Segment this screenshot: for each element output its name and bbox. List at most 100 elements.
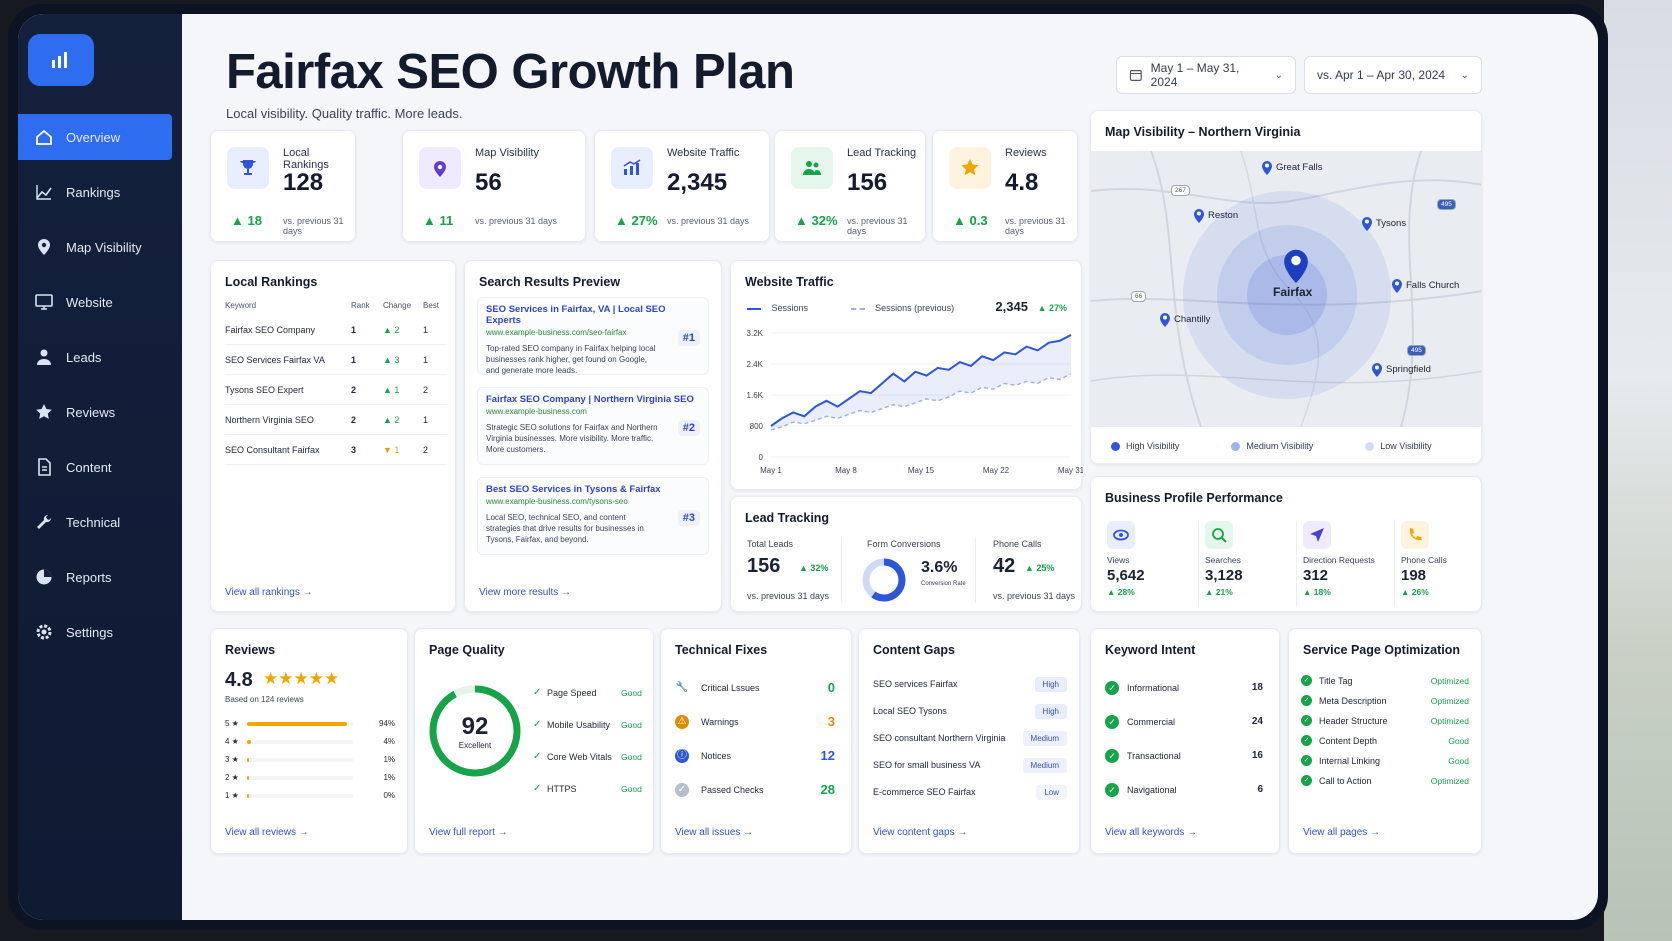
date-range-picker[interactable]: May 1 – May 31, 2024 ⌄ — [1116, 56, 1296, 94]
sidebar-item-reports[interactable]: Reports — [18, 554, 182, 600]
map-place-fairfax[interactable]: Fairfax — [1273, 245, 1312, 299]
intent-label: Informational — [1127, 683, 1180, 693]
quality-check-label: Mobile Usability — [547, 720, 611, 730]
best-cell: 1 — [423, 414, 429, 425]
sidebar-item-technical[interactable]: Technical — [18, 499, 182, 545]
legend-dot — [1111, 442, 1120, 452]
bp-label: Views — [1107, 555, 1130, 565]
document-icon — [38, 458, 51, 476]
table-row[interactable]: Fairfax SEO Company 1 ▲ 2 1 — [225, 315, 447, 345]
sidebar-item-label: Map Visibility — [66, 239, 142, 255]
sidebar-item-content[interactable]: Content — [18, 444, 182, 490]
map-pin-icon — [38, 239, 50, 255]
bp-metric-direction-requests[interactable]: Direction Requests 312 ▲ 18% — [1303, 521, 1399, 607]
serp-result[interactable]: Best SEO Services in Tysons & Fairfax www… — [477, 477, 709, 555]
map-place-chantilly[interactable]: Chantilly — [1159, 311, 1210, 327]
compare-range-picker[interactable]: vs. Apr 1 – Apr 30, 2024 ⌄ — [1304, 56, 1482, 94]
conversion-donut — [862, 558, 906, 602]
serp-result-description: Local SEO, technical SEO, and content st… — [486, 513, 644, 544]
kpi-card-lead-tracking[interactable]: Lead Tracking 156 ▲ 32% vs. previous 31 day… — [774, 130, 926, 242]
map-legend-item: High Visibility — [1111, 441, 1179, 452]
bp-value: 312 — [1303, 567, 1329, 584]
view-content-gaps-link[interactable]: View content gaps → — [873, 827, 968, 838]
content-gap-keyword[interactable]: SEO for small business VA — [873, 760, 981, 770]
kpi-card-reviews[interactable]: Reviews 4.8 ▲ 0.3 vs. previous 31 days — [932, 130, 1078, 242]
sidebar-item-overview[interactable]: Overview — [18, 114, 172, 160]
serp-result-title[interactable]: Best SEO Services in Tysons & Fairfax — [486, 484, 661, 495]
serp-result-url: www.example-business.com/seo-fairfax — [486, 328, 627, 337]
view-all-reviews-link[interactable]: View all reviews → — [225, 827, 309, 838]
rating-bar-fill — [247, 722, 347, 726]
form-conversions-label: Form Conversions — [867, 539, 941, 549]
user-icon — [37, 349, 51, 365]
local-rankings-card: Local Rankings Keyword Rank Change Best … — [210, 260, 456, 612]
best-cell: 2 — [423, 384, 429, 395]
sidebar-item-leads[interactable]: Leads — [18, 334, 182, 380]
serp-result-title[interactable]: Fairfax SEO Company | Northern Virginia … — [486, 394, 694, 405]
content-gap-keyword[interactable]: E-commerce SEO Fairfax — [873, 787, 976, 797]
quality-check-label: Page Speed — [547, 688, 597, 698]
kpi-delta: ▲ 32% — [795, 213, 838, 228]
kpi-compare: vs. previous 31 days — [475, 216, 558, 226]
total-leads-value: 156 — [747, 555, 781, 577]
map-place-falls-church[interactable]: Falls Church — [1391, 277, 1459, 293]
serp-result[interactable]: SEO Services in Fairfax, VA | Local SEO … — [477, 297, 709, 375]
pie-icon — [36, 569, 52, 585]
intent-value: 18 — [1251, 682, 1263, 693]
content-gaps-card: Content Gaps SEO services Fairfax High Loc… — [858, 628, 1080, 854]
table-row[interactable]: Tysons SEO Expert 2 ▲ 1 2 — [225, 375, 447, 405]
view-all-rankings-link[interactable]: View all rankings → — [225, 587, 313, 598]
view-more-results-link[interactable]: View more results → — [479, 587, 572, 598]
sidebar-item-label: Rankings — [66, 184, 121, 200]
content-gap-keyword[interactable]: Local SEO Tysons — [873, 706, 947, 716]
users-icon — [791, 147, 833, 189]
map-place-great-falls[interactable]: Great Falls — [1261, 159, 1322, 175]
bp-metric-phone-calls[interactable]: Phone Calls 198 ▲ 26% — [1401, 521, 1497, 597]
table-row[interactable]: SEO Services Fairfax VA 1 ▲ 3 1 — [225, 345, 447, 375]
content-gap-keyword[interactable]: SEO consultant Northern Virginia — [873, 733, 1006, 743]
app-logo[interactable] — [28, 34, 94, 86]
rating-pct: 1% — [383, 773, 395, 782]
phone-calls-label: Phone Calls — [993, 539, 1042, 549]
total-leads-delta: ▲ 32% — [799, 563, 829, 573]
rank-cell: 2 — [351, 384, 357, 395]
map-place-reston[interactable]: Reston — [1193, 207, 1238, 223]
map-place-springfield[interactable]: Springfield — [1371, 361, 1431, 377]
kpi-compare: vs. previous 31 days — [283, 216, 344, 236]
kpi-card-local-rankings[interactable]: Local Rankings 128 ▲ 18 vs. previous 31 day… — [210, 130, 356, 242]
sidebar-item-rankings[interactable]: Rankings — [18, 169, 182, 215]
bp-metric-searches[interactable]: Searches 3,128 ▲ 21% — [1205, 521, 1301, 607]
view-all-issues-link[interactable]: View all issues → — [675, 827, 754, 838]
map-place-tysons[interactable]: Tysons — [1361, 215, 1406, 231]
table-row[interactable]: SEO Consultant Fairfax 3 ▼ 1 2 — [225, 435, 447, 465]
sidebar-item-settings[interactable]: Settings — [18, 609, 182, 655]
table-row[interactable]: Northern Virginia SEO 2 ▲ 2 1 — [225, 405, 447, 435]
traffic-title: Website Traffic — [745, 275, 834, 289]
kpi-card-website-traffic[interactable]: Website Traffic 2,345 ▲ 27% vs. previous 31… — [594, 130, 770, 242]
view-all-pages-link[interactable]: View all pages → — [1303, 827, 1381, 838]
kpi-compare: vs. previous 31 days — [847, 216, 908, 236]
lead-tracking-card: Lead Tracking Total Leads 156 ▲ 32% vs. … — [730, 496, 1082, 612]
bp-delta: ▲ 18% — [1303, 587, 1331, 597]
serp-result[interactable]: Fairfax SEO Company | Northern Virginia … — [477, 387, 709, 465]
reviews-card: Reviews 4.8 ★★★★★ Based on 124 reviews 5… — [210, 628, 408, 854]
bp-metric-views[interactable]: Views 5,642 ▲ 28% — [1107, 521, 1203, 607]
map-place-label: Reston — [1208, 209, 1239, 221]
view-all-keywords-link[interactable]: View all keywords → — [1105, 827, 1198, 838]
gear-icon — [36, 624, 52, 640]
sidebar-item-reviews[interactable]: Reviews — [18, 389, 182, 435]
tech-item-value: 3 — [827, 714, 835, 729]
reviews-based: Based on 124 reviews — [225, 695, 304, 704]
change-cell: ▲ 2 — [383, 414, 400, 425]
map-view[interactable] — [1091, 151, 1482, 427]
series-gap-area — [771, 334, 1071, 430]
y-tick-label: 0 — [759, 453, 764, 462]
sidebar-item-map-visibility[interactable]: Map Visibility — [18, 224, 182, 270]
serp-result-title[interactable]: SEO Services in Fairfax, VA | Local SEO … — [486, 304, 666, 326]
content-gap-keyword[interactable]: SEO services Fairfax — [873, 679, 958, 689]
rating-bar-track — [247, 794, 353, 798]
kpi-card-map-visibility[interactable]: Map Visibility 56 ▲ 11 vs. previous 31 days — [402, 130, 586, 242]
sidebar-item-website[interactable]: Website — [18, 279, 182, 325]
map-place-label: Falls Church — [1406, 279, 1460, 291]
view-full-report-link[interactable]: View full report → — [429, 827, 508, 838]
